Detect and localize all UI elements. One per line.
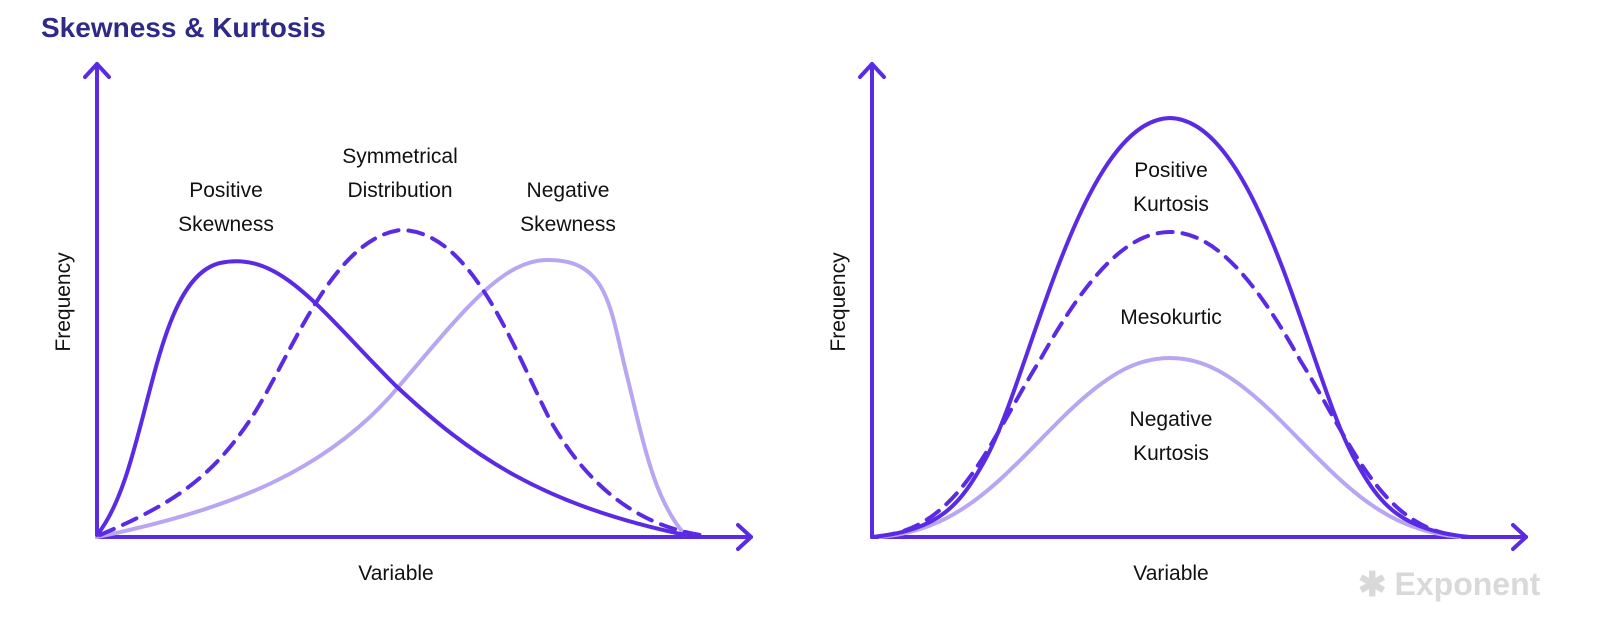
page-title: Skewness & Kurtosis: [41, 12, 326, 43]
positive-skewness-label-line1: Positive: [189, 179, 263, 202]
right-x-axis-arrow: [1511, 523, 1528, 551]
asterisk-icon: ✱: [1358, 565, 1387, 604]
right-y-axis-label: Frequency: [827, 252, 850, 352]
left-x-axis-arrow: [736, 523, 753, 551]
negative-skewness-label-line1: Negative: [527, 179, 610, 202]
symmetrical-distribution-label-line2: Distribution: [347, 179, 452, 202]
positive-skewness-label-line2: Skewness: [178, 213, 274, 236]
positive-kurtosis-label-line2: Kurtosis: [1133, 193, 1209, 216]
negative-kurtosis-curve: [878, 355, 1462, 539]
right-panel: Positive Kurtosis Mesokurtic Negative Ku…: [827, 62, 1528, 585]
negative-kurtosis-label-line1: Negative: [1130, 408, 1213, 431]
brand-name: Exponent: [1394, 566, 1541, 602]
negative-skewness-curve: [95, 257, 687, 539]
right-y-axis-arrow: [858, 62, 886, 79]
symmetrical-distribution-label-line1: Symmetrical: [342, 145, 458, 168]
left-panel: Positive Skewness Symmetrical Distributi…: [52, 62, 753, 585]
left-x-axis-label: Variable: [358, 562, 434, 585]
mesokurtic-label: Mesokurtic: [1120, 306, 1222, 329]
brand-logo: ✱ Exponent: [1358, 566, 1540, 603]
left-y-axis-arrow: [83, 62, 111, 79]
negative-skewness-label-line2: Skewness: [520, 213, 616, 236]
left-y-axis-label: Frequency: [52, 252, 75, 352]
positive-skewness-curve: [95, 259, 692, 538]
right-x-axis-label: Variable: [1133, 562, 1209, 585]
positive-kurtosis-label-line1: Positive: [1134, 159, 1208, 182]
negative-kurtosis-label-line2: Kurtosis: [1133, 442, 1209, 465]
positive-kurtosis-curve: [870, 115, 1472, 539]
symmetrical-distribution-curve: [98, 227, 702, 537]
